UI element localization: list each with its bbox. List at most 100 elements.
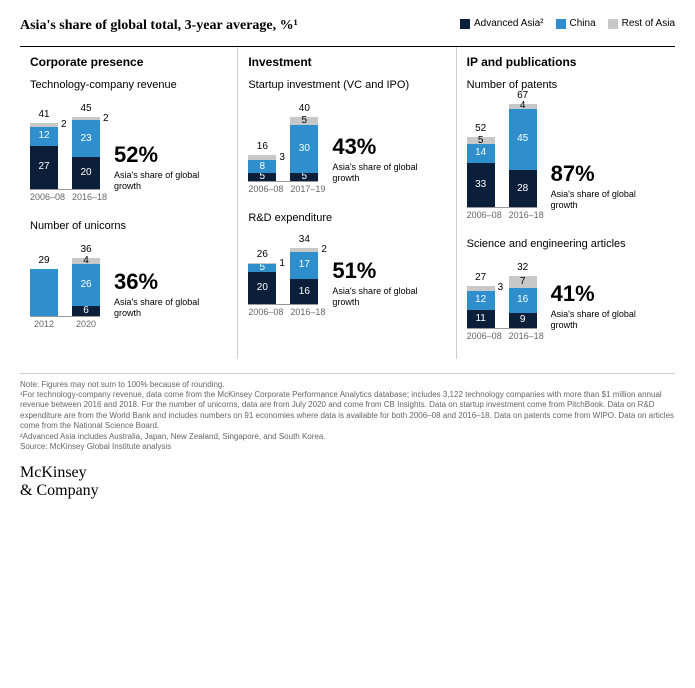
bar-group: 2023245 — [72, 117, 100, 189]
x-axis-label: 2017–19 — [290, 184, 318, 194]
bar-chart: 29 6 26 4 36 — [30, 240, 100, 316]
stacked-bar: 2712241 — [30, 123, 58, 189]
callout-percent: 36% — [114, 269, 227, 295]
chart-row: 583165305402006–082017–1943%Asia's share… — [248, 99, 445, 194]
segment-value: 26 — [80, 279, 91, 290]
bar-group: 3314552 — [467, 137, 495, 207]
callout: 51%Asia's share of global growth — [326, 258, 445, 318]
segment-value: 2 — [61, 119, 67, 130]
callout-sub: Asia's share of global growth — [551, 189, 665, 211]
stacked-bar: 2845467 — [509, 104, 537, 208]
chart-row: 11123279167322006–082016–1841%Asia's sha… — [467, 258, 665, 340]
bar-group: 2845467 — [509, 104, 537, 208]
legend-label: Rest of Asia — [622, 18, 675, 29]
bar-segment: 16 — [290, 279, 318, 305]
segment-value: 11 — [475, 313, 485, 324]
bar-segment: 9 — [509, 313, 537, 327]
bar-segment: 26 — [72, 264, 100, 306]
bar-segment: 12 — [30, 127, 58, 146]
stacked-bar: 1617234 — [290, 248, 318, 304]
panel-title: Number of unicorns — [30, 220, 227, 232]
bar-group: 916732 — [509, 276, 537, 327]
segment-value: 28 — [517, 183, 528, 194]
bar-total: 29 — [38, 255, 49, 266]
bar-total: 34 — [299, 234, 310, 245]
bar-chart: 33145522845467 — [467, 99, 537, 207]
chart-wrap: 20512616172342006–082016–18 — [248, 232, 318, 317]
bar-segment: 4 — [72, 258, 100, 264]
bar-chart: 1112327916732 — [467, 258, 537, 327]
bar-chart: 27122412023245 — [30, 99, 100, 189]
callout: 36%Asia's share of global growth — [108, 269, 227, 329]
legend-item: China — [556, 18, 596, 29]
bar-total: 41 — [38, 109, 49, 120]
bar-segment: 5 — [248, 264, 276, 272]
bar-segment: 23 — [72, 120, 100, 157]
segment-value: 3 — [279, 152, 285, 163]
bar-group: 58316 — [248, 155, 276, 181]
chart-panel: Number of patents331455228454672006–0820… — [467, 79, 665, 220]
segment-value: 27 — [38, 161, 49, 172]
bar-segment: 33 — [467, 163, 495, 208]
segment-value: 9 — [520, 314, 526, 325]
bar-segment: 28 — [509, 170, 537, 208]
callout-sub: Asia's share of global growth — [114, 297, 227, 319]
callout-percent: 52% — [114, 142, 227, 168]
legend-item: Rest of Asia — [608, 18, 675, 29]
stacked-bar: 3314552 — [467, 137, 495, 207]
bar-total: 36 — [80, 244, 91, 255]
chart-wrap: 271224120232452006–082016–18 — [30, 99, 100, 202]
segment-value: 16 — [517, 294, 528, 305]
column: IP and publicationsNumber of patents3314… — [457, 47, 675, 359]
chart-row: 331455228454672006–082016–1887%Asia's sh… — [467, 99, 665, 220]
logo-line2: & Company — [20, 482, 675, 500]
stacked-bar: 530540 — [290, 117, 318, 181]
segment-value: 6 — [83, 305, 89, 316]
bar-group: 1617234 — [290, 248, 318, 304]
bar-group: 626436 — [72, 258, 100, 316]
chart-panel: R&D expenditure20512616172342006–082016–… — [248, 212, 445, 317]
segment-value: 20 — [80, 167, 91, 178]
x-axis: 2006–082016–18 — [467, 328, 537, 341]
segment-value: 16 — [299, 286, 310, 297]
footnotes: Note: Figures may not sum to 100% becaus… — [20, 373, 675, 453]
callout: 87%Asia's share of global growth — [545, 161, 665, 221]
callout-sub: Asia's share of global growth — [332, 286, 445, 308]
bar-segment — [30, 269, 58, 315]
segment-value: 2 — [103, 113, 109, 124]
segment-value: 2 — [321, 244, 327, 255]
bar-group: 29 — [30, 269, 58, 315]
bar-segment: 30 — [290, 125, 318, 173]
callout: 41%Asia's share of global growth — [545, 281, 665, 341]
callout-percent: 87% — [551, 161, 665, 187]
bar-group: 2712241 — [30, 123, 58, 189]
x-axis-label: 2012 — [30, 319, 58, 329]
panel-title: Technology-company revenue — [30, 79, 227, 91]
x-axis-label: 2006–08 — [467, 210, 495, 220]
bar-chart: 58316 530540 — [248, 99, 318, 181]
chart-row: 29 6 26 4 36 20122020 36%Asia's share of globa… — [30, 240, 227, 329]
x-axis-label: 2016–18 — [509, 210, 537, 220]
chart-wrap: 331455228454672006–082016–18 — [467, 99, 537, 220]
chart-panel: Technology-company revenue27122412023245… — [30, 79, 227, 202]
stacked-bar: 58316 — [248, 155, 276, 181]
x-axis-label: 2016–18 — [509, 331, 537, 341]
column-title: IP and publications — [467, 55, 665, 69]
bar-segment: 27 — [30, 146, 58, 189]
bar-segment: 17 — [290, 252, 318, 279]
bar-total: 52 — [475, 123, 486, 134]
bar-total: 40 — [299, 103, 310, 114]
x-axis: 20122020 — [30, 316, 100, 329]
callout-sub: Asia's share of global growth — [551, 309, 665, 331]
legend-swatch — [556, 19, 566, 29]
segment-value: 45 — [517, 133, 528, 144]
bar-segment: 45 — [509, 109, 537, 170]
footnote-line: ¹For technology-company revenue, data co… — [20, 390, 675, 432]
bar-chart: 2051261617234 — [248, 232, 318, 304]
segment-value: 33 — [475, 179, 486, 190]
bar-total: 45 — [80, 103, 91, 114]
bar-segment: 8 — [248, 160, 276, 173]
bar-total: 32 — [517, 262, 528, 273]
bar-segment: 20 — [72, 157, 100, 189]
panel-title: R&D expenditure — [248, 212, 445, 224]
